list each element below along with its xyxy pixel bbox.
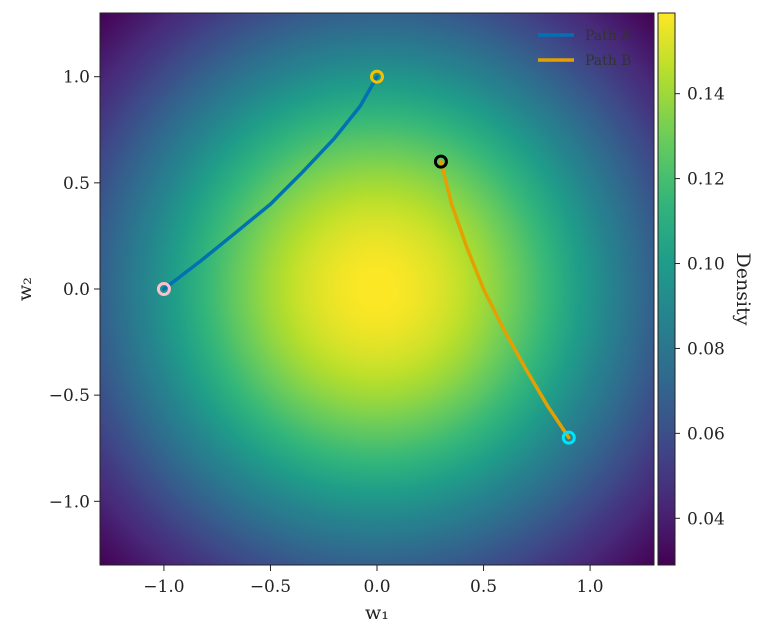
x-tick-label: −1.0 xyxy=(143,577,184,597)
path-a-end-marker xyxy=(370,69,384,84)
x-tick-label: 0.0 xyxy=(363,577,390,597)
path-a-start-marker xyxy=(156,282,171,296)
path-b-start-marker xyxy=(433,154,448,169)
x-tick-label: 1.0 xyxy=(577,577,604,597)
x-axis-label: w₁ xyxy=(365,602,389,624)
y-tick-label: 0.0 xyxy=(63,280,90,300)
colorbar-tick-label: 0.06 xyxy=(687,424,725,444)
density-heatmap xyxy=(100,13,654,565)
colorbar-tick-label: 0.08 xyxy=(687,339,725,359)
legend-label-path-a: Path A xyxy=(585,28,632,44)
plot-area xyxy=(99,12,655,566)
y-axis: 1.0 0.5 0.0 −0.5 −1.0 xyxy=(49,68,100,512)
path-b-end-marker xyxy=(561,430,576,445)
y-tick-label: 0.5 xyxy=(63,174,90,194)
colorbar: 0.04 0.06 0.08 0.10 0.12 0.14 Density xyxy=(657,12,754,566)
path-a-line xyxy=(162,74,379,291)
colorbar-tick-label: 0.04 xyxy=(687,509,725,529)
colorbar-tick-label: 0.10 xyxy=(687,255,725,275)
y-tick-label: 1.0 xyxy=(63,68,90,88)
x-tick-label: 0.5 xyxy=(470,577,497,597)
y-tick-label: −0.5 xyxy=(49,386,90,406)
colorbar-ticks: 0.04 0.06 0.08 0.10 0.12 0.14 xyxy=(675,85,725,529)
legend-label-path-b: Path B xyxy=(585,53,632,69)
colorbar-tick-label: 0.12 xyxy=(687,170,725,190)
y-tick-label: −1.0 xyxy=(49,492,90,512)
legend: Path A Path B xyxy=(538,28,632,69)
paths-layer xyxy=(156,69,576,445)
colorbar-label: Density xyxy=(732,253,754,326)
colorbar-tick-label: 0.14 xyxy=(687,85,725,105)
x-axis: −1.0 −0.5 0.0 0.5 1.0 xyxy=(143,565,604,597)
x-tick-label: −0.5 xyxy=(250,577,291,597)
colorbar-bar xyxy=(657,12,676,566)
path-b-line xyxy=(439,159,571,440)
y-axis-label: w₂ xyxy=(14,277,36,301)
